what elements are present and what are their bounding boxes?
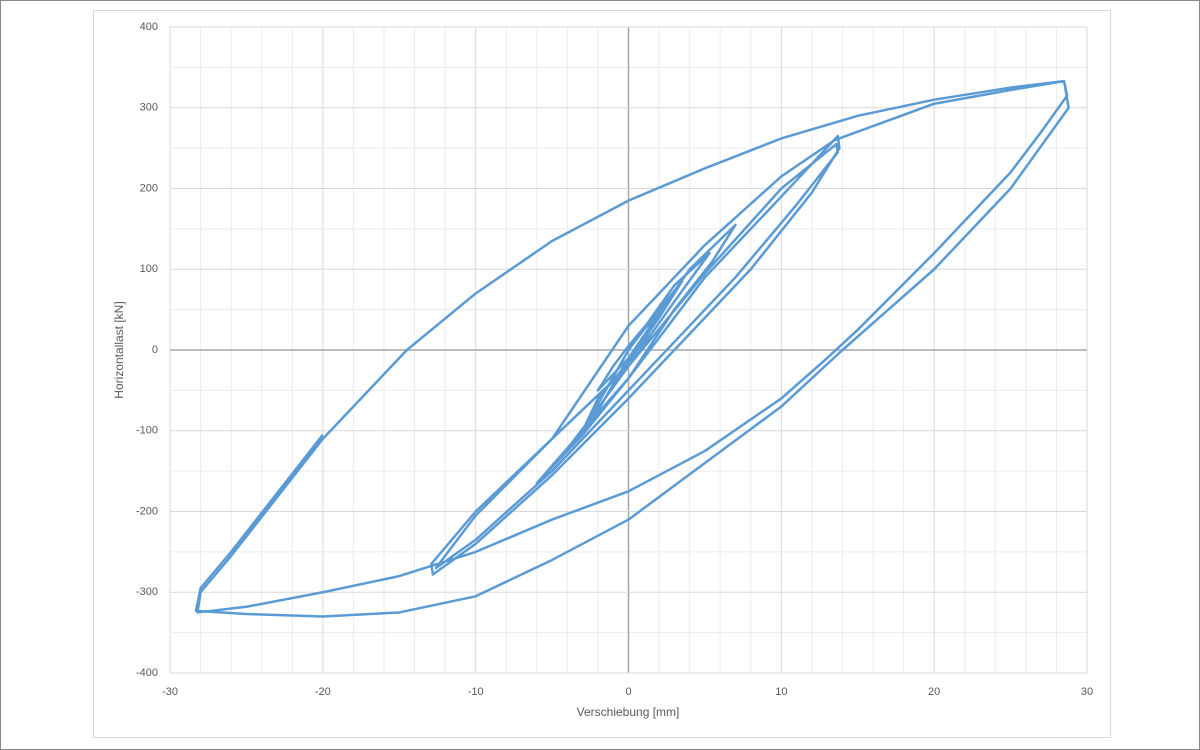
x-tick-label: -20 <box>315 686 331 698</box>
y-tick-label: -100 <box>136 425 158 437</box>
y-tick-label: -400 <box>136 667 158 679</box>
y-tick-label: 200 <box>140 182 158 194</box>
x-axis-title: Verschiebung [mm] <box>577 705 680 719</box>
y-tick-label: 400 <box>140 21 158 33</box>
x-tick-label: -10 <box>468 686 484 698</box>
y-tick-label: -200 <box>136 505 158 517</box>
y-tick-label: -300 <box>136 586 158 598</box>
x-tick-label: 20 <box>928 686 940 698</box>
y-tick-label: 300 <box>140 102 158 114</box>
chart-area <box>93 10 1111 738</box>
x-tick-label: 10 <box>775 686 787 698</box>
x-tick-label: -30 <box>162 686 178 698</box>
x-tick-label: 30 <box>1081 686 1093 698</box>
y-tick-label: 0 <box>152 344 158 356</box>
y-axis-title: Horizontallast [kN] <box>112 301 126 398</box>
y-tick-label: 100 <box>140 263 158 275</box>
x-tick-label: 0 <box>625 686 631 698</box>
hysteresis-line <box>194 79 1070 618</box>
